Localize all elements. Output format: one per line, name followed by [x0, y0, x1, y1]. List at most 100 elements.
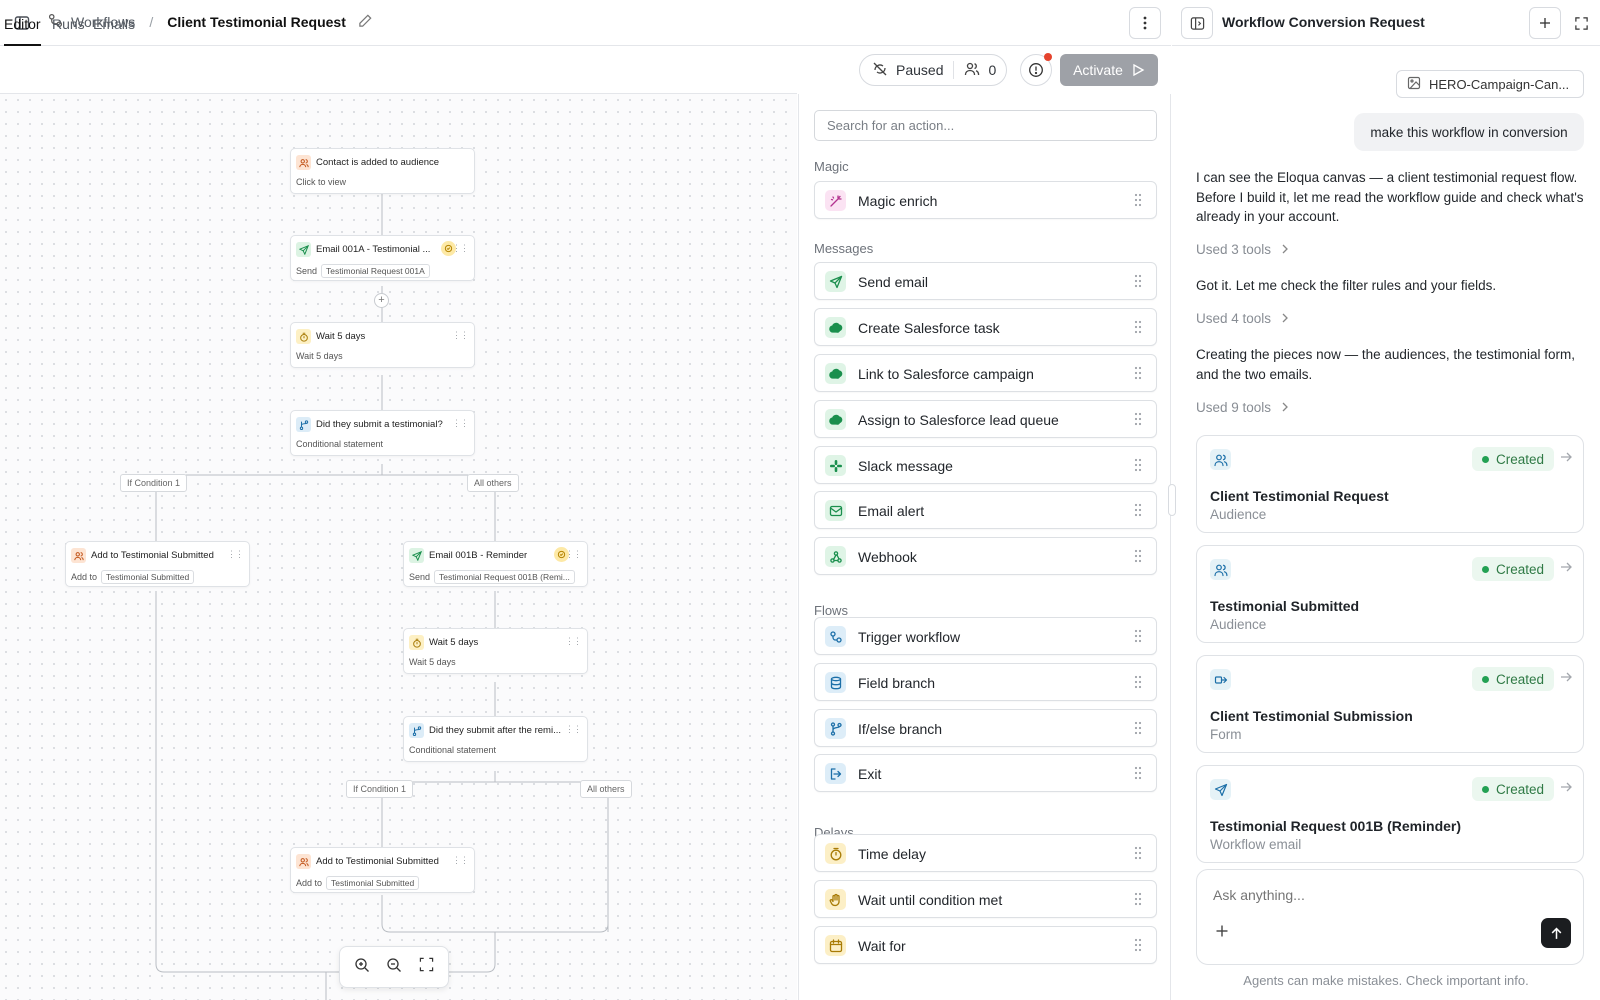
trigger-node[interactable]: Contact is added to audience Click to vi… [290, 148, 475, 194]
branch-label-others[interactable]: All others [467, 474, 519, 492]
wait-node[interactable]: Wait 5 days ⋮⋮ Wait 5 days [403, 628, 588, 674]
created-resource-card[interactable]: Created Client Testimonial Submission Form [1196, 655, 1584, 753]
tab-emails[interactable]: Emails [93, 16, 136, 32]
action-item[interactable]: Wait for [814, 926, 1157, 964]
action-item[interactable]: If/else branch [814, 709, 1157, 747]
action-item[interactable]: Assign to Salesforce lead queue [814, 400, 1157, 438]
node-subtitle: Send [296, 266, 318, 276]
drag-handle-icon[interactable] [1134, 721, 1142, 735]
status-dot [1482, 675, 1489, 683]
drag-handle-icon[interactable] [1134, 846, 1142, 860]
status-pill[interactable]: Paused 0 [859, 54, 1007, 86]
wait-node[interactable]: Wait 5 days ⋮⋮ Wait 5 days [290, 322, 475, 368]
action-item[interactable]: Wait until condition met [814, 880, 1157, 918]
created-resource-card[interactable]: Created Client Testimonial Request Audienc… [1196, 435, 1584, 533]
more-options-button[interactable] [1129, 7, 1161, 39]
activate-button[interactable]: Activate [1060, 54, 1158, 86]
action-item[interactable]: Time delay [814, 834, 1157, 872]
node-grip-icon[interactable]: ⋮⋮ [565, 636, 582, 646]
node-grip-icon[interactable]: ⋮⋮ [452, 855, 469, 865]
add-audience-node[interactable]: Add to Testimonial Submitted ⋮⋮ Add to Te… [65, 541, 250, 587]
node-grip-icon[interactable]: ⋮⋮ [565, 724, 582, 734]
action-item[interactable]: Exit [814, 754, 1157, 792]
drag-handle-icon[interactable] [1134, 503, 1142, 517]
drag-handle-icon[interactable] [1134, 549, 1142, 563]
action-item[interactable]: Link to Salesforce campaign [814, 354, 1157, 392]
action-item[interactable]: Trigger workflow [814, 617, 1157, 655]
action-item[interactable]: Webhook [814, 537, 1157, 575]
add-attachment-icon[interactable] [1215, 924, 1229, 943]
action-item[interactable]: Magic enrich [814, 181, 1157, 219]
email-node[interactable]: Email 001A - Testimonial ... ⋮⋮ Send Test… [290, 235, 475, 281]
status-dot [1482, 785, 1489, 793]
chat-input[interactable] [1213, 884, 1563, 906]
branch-label-others[interactable]: All others [580, 780, 632, 798]
branch-label-condition[interactable]: If Condition 1 [120, 474, 188, 492]
tools-used-label: Used 3 tools [1196, 242, 1272, 257]
assistant-message: I can see the Eloqua canvas — a client t… [1196, 170, 1584, 224]
action-label: Wait for [858, 938, 906, 954]
drag-handle-icon[interactable] [1134, 766, 1142, 780]
drag-handle-icon[interactable] [1134, 274, 1142, 288]
node-grip-icon[interactable]: ⋮⋮ [452, 330, 469, 340]
node-chip: Testimonial Submitted [326, 876, 420, 890]
collapse-panel-button[interactable] [1181, 7, 1213, 39]
node-grip-icon[interactable]: ⋮⋮ [565, 549, 582, 559]
sidebar-toggle-icon[interactable] [10, 11, 34, 35]
breadcrumb-workflows-link[interactable]: Workflows [71, 14, 136, 30]
action-item[interactable]: Create Salesforce task [814, 308, 1157, 346]
expand-icon[interactable] [1566, 7, 1596, 39]
drag-handle-icon[interactable] [1134, 892, 1142, 906]
drag-handle-icon[interactable] [1134, 412, 1142, 426]
condition-node[interactable]: Did they submit after the remi... ⋮⋮ Con… [403, 716, 588, 762]
created-resource-card[interactable]: Created Testimonial Submitted Audience [1196, 545, 1584, 643]
drag-handle-icon[interactable] [1134, 320, 1142, 334]
new-chat-button[interactable] [1529, 7, 1561, 39]
add-audience-node[interactable]: Add to Testimonial Submitted ⋮⋮ Add to Te… [290, 847, 475, 893]
zoom-in-icon[interactable] [354, 957, 370, 978]
tab-editor[interactable]: Editor [4, 16, 41, 46]
arrow-right-icon[interactable] [1559, 450, 1573, 469]
action-item[interactable]: Slack message [814, 446, 1157, 484]
branch-icon [409, 723, 424, 738]
status-badge: Created [1472, 447, 1554, 471]
action-label: Link to Salesforce campaign [858, 366, 1034, 382]
tools-used-toggle[interactable]: Used 9 tools [1196, 400, 1289, 415]
panel-resize-handle[interactable] [1168, 484, 1176, 516]
breadcrumb-separator: / [149, 14, 154, 30]
send-button[interactable] [1541, 918, 1571, 948]
email-node[interactable]: Email 001B - Reminder ⋮⋮ Send Testimonial… [403, 541, 588, 587]
node-grip-icon[interactable]: ⋮⋮ [452, 243, 469, 253]
arrow-right-icon[interactable] [1559, 670, 1573, 689]
action-item[interactable]: Field branch [814, 663, 1157, 701]
node-grip-icon[interactable]: ⋮⋮ [227, 549, 244, 559]
drag-handle-icon[interactable] [1134, 938, 1142, 952]
status-label: Created [1496, 451, 1545, 467]
drag-handle-icon[interactable] [1134, 193, 1142, 207]
condition-node[interactable]: Did they submit a testimonial? ⋮⋮ Condit… [290, 410, 475, 456]
arrow-right-icon[interactable] [1559, 560, 1573, 579]
fit-view-icon[interactable] [419, 957, 434, 977]
tab-runs[interactable]: Runs [52, 16, 85, 32]
drag-handle-icon[interactable] [1134, 629, 1142, 643]
drag-handle-icon[interactable] [1134, 458, 1142, 472]
tools-used-toggle[interactable]: Used 3 tools [1196, 242, 1289, 257]
branch-label-condition[interactable]: If Condition 1 [346, 780, 414, 798]
attachment-chip[interactable]: HERO-Campaign-Can... [1396, 70, 1584, 98]
add-step-button[interactable]: + [374, 293, 389, 308]
status-label: Created [1496, 561, 1545, 577]
alerts-button[interactable] [1020, 53, 1052, 86]
action-item[interactable]: Send email [814, 262, 1157, 300]
people-icon [964, 61, 980, 80]
drag-handle-icon[interactable] [1134, 675, 1142, 689]
drag-handle-icon[interactable] [1134, 366, 1142, 380]
workflow-canvas[interactable]: + Contact is added to audience Click to … [0, 94, 797, 1000]
created-resource-card[interactable]: Created Testimonial Request 001B (Reminde… [1196, 765, 1584, 863]
node-grip-icon[interactable]: ⋮⋮ [452, 418, 469, 428]
arrow-right-icon[interactable] [1559, 780, 1573, 799]
edit-title-icon[interactable] [358, 13, 373, 31]
tools-used-toggle[interactable]: Used 4 tools [1196, 311, 1289, 326]
action-search-input[interactable] [814, 110, 1157, 141]
action-item[interactable]: Email alert [814, 491, 1157, 529]
zoom-out-icon[interactable] [386, 957, 402, 978]
